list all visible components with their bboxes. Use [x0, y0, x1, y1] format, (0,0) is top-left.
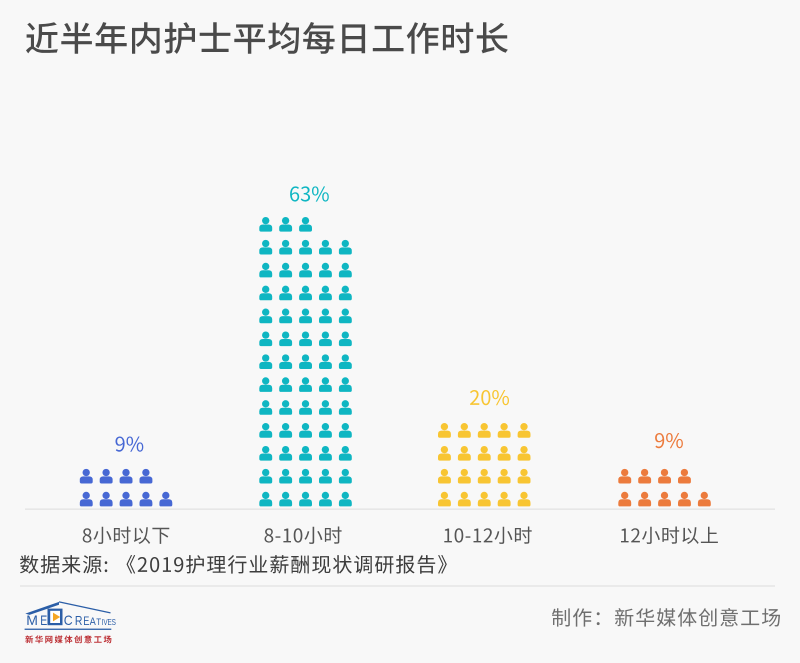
- svg-text:E: E: [83, 616, 89, 628]
- svg-text:A: A: [90, 617, 96, 629]
- svg-text:M: M: [26, 612, 38, 628]
- svg-text:E: E: [40, 613, 47, 629]
- svg-text:T: T: [96, 617, 101, 628]
- svg-text:R: R: [75, 615, 83, 628]
- svg-text:IVES: IVES: [102, 617, 116, 627]
- svg-text:C: C: [64, 612, 73, 628]
